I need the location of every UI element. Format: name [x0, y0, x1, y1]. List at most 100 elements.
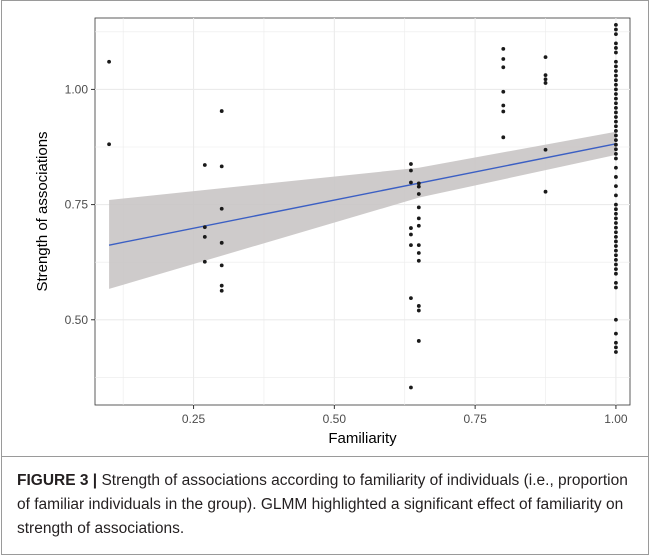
data-point: [614, 230, 618, 234]
data-point: [614, 129, 618, 133]
data-point: [614, 28, 618, 32]
data-point: [614, 286, 618, 290]
data-point: [614, 83, 618, 87]
data-point: [614, 207, 618, 211]
data-point: [417, 185, 421, 189]
data-point: [614, 88, 618, 92]
data-point: [107, 60, 111, 64]
data-point: [614, 157, 618, 161]
x-axis-ticks: 0.25 0.50 0.75 1.00: [182, 405, 628, 426]
data-point: [203, 225, 207, 229]
data-point: [501, 135, 505, 139]
data-point: [203, 260, 207, 264]
data-point: [614, 350, 618, 354]
data-point: [614, 23, 618, 27]
data-point: [614, 253, 618, 257]
data-point: [614, 193, 618, 197]
caption-text: Strength of associations according to fa…: [17, 472, 628, 537]
data-point: [409, 169, 413, 173]
data-point: [544, 81, 548, 85]
data-point: [614, 97, 618, 101]
data-point: [417, 309, 421, 313]
y-tick-label: 1.00: [65, 82, 89, 96]
data-point: [501, 110, 505, 114]
data-point: [220, 284, 224, 288]
x-axis-title: Familiarity: [328, 430, 397, 447]
data-point: [417, 205, 421, 209]
data-point: [203, 163, 207, 167]
data-point: [614, 341, 618, 345]
data-point: [614, 240, 618, 244]
data-point: [501, 65, 505, 69]
data-point: [544, 73, 548, 77]
data-point: [409, 181, 413, 185]
data-point: [544, 190, 548, 194]
data-point: [614, 267, 618, 271]
data-point: [501, 47, 505, 51]
data-point: [544, 55, 548, 59]
data-point: [417, 224, 421, 228]
data-point: [614, 32, 618, 36]
data-point: [614, 124, 618, 128]
data-point: [107, 142, 111, 146]
data-point: [614, 221, 618, 225]
data-point: [614, 74, 618, 78]
data-point: [220, 109, 224, 113]
data-point: [614, 332, 618, 336]
data-point: [614, 281, 618, 285]
data-point: [409, 226, 413, 230]
data-point: [614, 217, 618, 221]
x-tick-label: 0.25: [182, 412, 206, 426]
data-point: [614, 263, 618, 267]
data-point: [614, 106, 618, 110]
data-point: [220, 207, 224, 211]
data-point: [614, 212, 618, 216]
data-point: [417, 304, 421, 308]
data-point: [614, 51, 618, 55]
data-point: [614, 258, 618, 262]
data-point: [417, 259, 421, 263]
data-point: [544, 148, 548, 152]
data-point: [501, 104, 505, 108]
data-point: [614, 64, 618, 68]
data-point: [614, 115, 618, 119]
y-tick-label: 0.50: [65, 313, 89, 327]
data-point: [614, 152, 618, 156]
data-point: [614, 111, 618, 115]
data-point: [501, 57, 505, 61]
scatter-chart: 0.25 0.50 0.75 1.00 0.50 0.75 1.00 Familiarit…: [0, 0, 652, 456]
data-point: [614, 318, 618, 322]
data-point: [614, 143, 618, 147]
data-point: [417, 251, 421, 255]
x-tick-label: 0.75: [463, 412, 487, 426]
data-point: [614, 272, 618, 276]
x-tick-label: 0.50: [323, 412, 347, 426]
data-point: [417, 192, 421, 196]
data-point: [203, 235, 207, 239]
x-tick-label: 1.00: [604, 412, 628, 426]
y-axis-title: Strength of associations: [34, 131, 51, 291]
data-point: [501, 90, 505, 94]
data-point: [614, 203, 618, 207]
data-point: [409, 296, 413, 300]
data-point: [614, 41, 618, 45]
data-point: [614, 69, 618, 73]
data-point: [614, 101, 618, 105]
data-point: [409, 233, 413, 237]
data-point: [220, 264, 224, 268]
data-point: [544, 77, 548, 81]
data-point: [220, 164, 224, 168]
figure-caption: FIGURE 3 | Strength of associations acco…: [17, 469, 635, 541]
figure-label: FIGURE 3 |: [17, 472, 97, 489]
data-point: [614, 147, 618, 151]
data-point: [614, 46, 618, 50]
caption-divider: [1, 456, 649, 457]
data-point: [614, 175, 618, 179]
data-point: [614, 138, 618, 142]
data-point: [220, 241, 224, 245]
y-tick-label: 0.75: [65, 198, 89, 212]
data-point: [409, 243, 413, 247]
data-point: [614, 226, 618, 230]
data-point: [614, 346, 618, 350]
data-point: [614, 249, 618, 253]
